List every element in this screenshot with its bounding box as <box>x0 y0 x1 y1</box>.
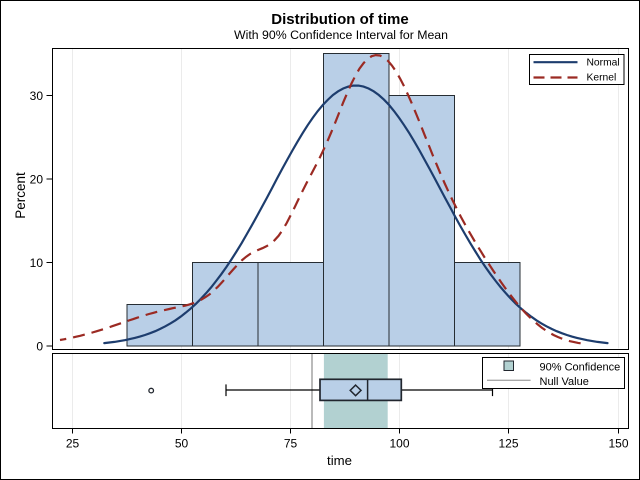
svg-text:Percent: Percent <box>13 172 28 219</box>
svg-text:75: 75 <box>284 436 298 450</box>
svg-text:150: 150 <box>608 436 628 450</box>
svg-text:30: 30 <box>30 89 44 103</box>
svg-text:Null Value: Null Value <box>540 376 589 388</box>
svg-text:Distribution of time: Distribution of time <box>271 11 409 28</box>
svg-text:50: 50 <box>175 436 189 450</box>
svg-text:90% Confidence: 90% Confidence <box>540 361 621 373</box>
svg-text:125: 125 <box>498 436 518 450</box>
svg-text:0: 0 <box>36 339 43 353</box>
svg-text:time: time <box>327 453 352 468</box>
svg-text:20: 20 <box>30 172 44 186</box>
svg-text:Normal: Normal <box>587 58 620 69</box>
svg-text:100: 100 <box>389 436 409 450</box>
svg-text:25: 25 <box>66 436 80 450</box>
svg-text:Kernel: Kernel <box>587 72 617 83</box>
svg-text:10: 10 <box>30 256 44 270</box>
svg-text:With 90% Confidence Interval f: With 90% Confidence Interval for Mean <box>234 28 448 42</box>
